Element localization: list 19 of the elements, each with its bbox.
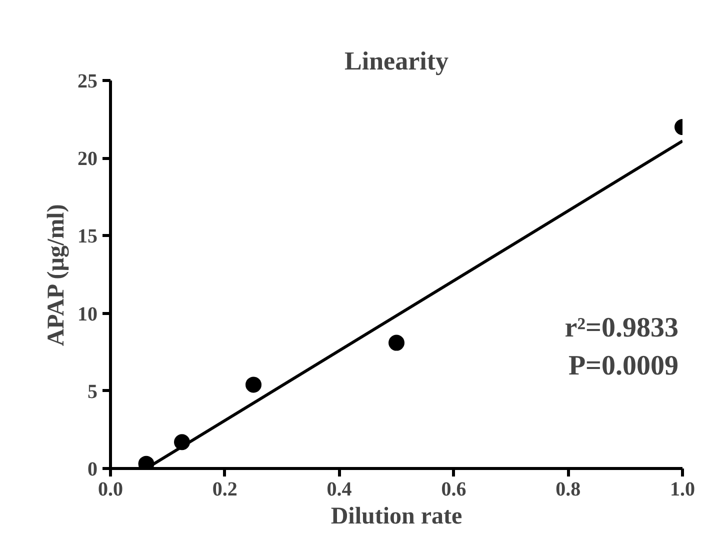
annotation: r²=0.9833 [564, 312, 679, 344]
x-tick-label: 0.6 [441, 478, 466, 500]
x-tick-label: 1.0 [670, 478, 695, 500]
chart-title: Linearity [344, 46, 449, 76]
x-tick-label: 0.4 [326, 478, 352, 500]
point [246, 376, 262, 393]
x-tick-label: 0.2 [212, 478, 238, 500]
x-axis-title: Dilution rate [330, 504, 463, 530]
y-tick-label: 15 [78, 226, 98, 248]
y-tick-label: 20 [78, 148, 98, 170]
y-tick-label: 5 [88, 380, 98, 403]
y-tick-label: 0 [88, 458, 98, 480]
x-tick-label: 0.0 [98, 478, 123, 500]
annotation: P=0.0009 [568, 350, 679, 382]
x-tick-label: 0.8 [556, 478, 581, 500]
y-axis-title: APAP (µg/ml) [44, 204, 70, 346]
y-tick-label: 10 [78, 303, 98, 326]
point [388, 334, 404, 351]
y-tick-label: 25 [78, 70, 98, 92]
